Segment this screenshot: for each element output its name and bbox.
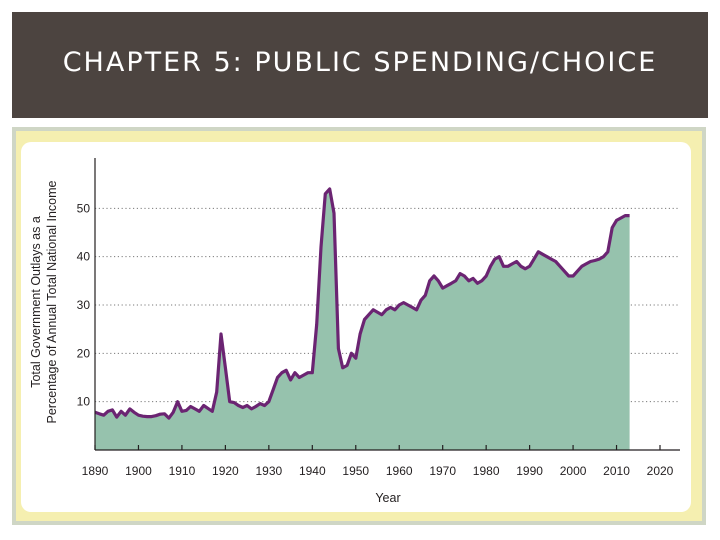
axes — [94, 158, 680, 451]
x-tick-label-2000: 2000 — [560, 464, 587, 478]
y-tick-label-20: 20 — [77, 346, 91, 360]
x-tick-label-2020: 2020 — [647, 464, 674, 478]
area-layer — [94, 187, 630, 450]
y-tick-label-30: 30 — [77, 298, 91, 312]
slide-title: CHAPTER 5: PUBLIC SPENDING/CHOICE — [62, 46, 658, 78]
tick-labels: 10 20 30 40 50 1890 1900 1910 1920 1930 1940 1950 19… — [77, 201, 674, 478]
x-tick-label-1990: 1990 — [516, 464, 543, 478]
y-tick-label-50: 50 — [77, 201, 91, 215]
y-axis-title-line-2: Percentage of Annual Total National Inco… — [45, 180, 59, 423]
x-tick-label-1890: 1890 — [82, 464, 109, 478]
x-tick-label-1950: 1950 — [342, 464, 369, 478]
x-tick-label-1960: 1960 — [386, 464, 413, 478]
x-tick-label-1970: 1970 — [429, 464, 456, 478]
title-bar: CHAPTER 5: PUBLIC SPENDING/CHOICE — [12, 12, 708, 118]
x-axis-title: Year — [375, 491, 400, 505]
x-tick-label-1900: 1900 — [125, 464, 152, 478]
x-tick-label-1920: 1920 — [212, 464, 239, 478]
x-tick-label-1930: 1930 — [255, 464, 282, 478]
series-line — [94, 187, 630, 420]
area-fill — [95, 189, 630, 450]
x-tick-label-2010: 2010 — [603, 464, 630, 478]
x-tick-label-1910: 1910 — [169, 464, 196, 478]
x-tick-label-1940: 1940 — [299, 464, 326, 478]
y-tick-label-40: 40 — [77, 250, 91, 264]
y-tick-label-10: 10 — [77, 395, 91, 409]
y-axis-title-line-1: Total Government Outlays as a — [29, 216, 43, 388]
x-tick-label-1980: 1980 — [473, 464, 500, 478]
